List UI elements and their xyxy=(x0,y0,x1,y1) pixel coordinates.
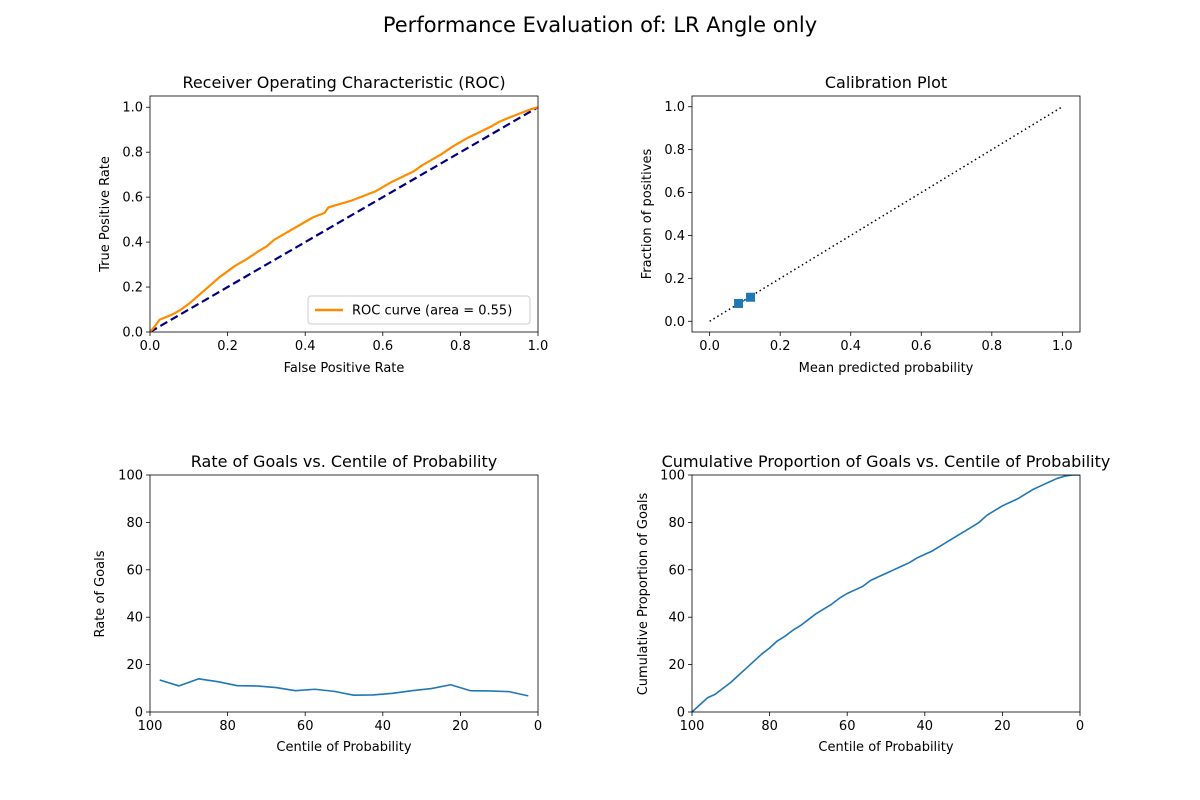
roc-title: Receiver Operating Characteristic (ROC) xyxy=(182,73,505,92)
rate-of-goals-chart: Rate of Goals vs. Centile of Probability… xyxy=(93,452,542,755)
rate-title: Rate of Goals vs. Centile of Probability xyxy=(191,452,497,471)
x-tick-label: 80 xyxy=(761,719,778,734)
y-tick-label: 60 xyxy=(126,563,143,578)
roc-xlabel: False Positive Rate xyxy=(284,361,405,376)
series-line xyxy=(159,678,529,697)
legend-box xyxy=(307,295,531,325)
roc-chart: Receiver Operating Characteristic (ROC) … xyxy=(98,73,548,376)
series-group xyxy=(150,106,538,332)
legend-label: ROC curve (area = 0.55) xyxy=(352,304,512,319)
y-tick-label: 0 xyxy=(135,706,143,721)
y-tick-label: 0.0 xyxy=(122,326,143,341)
x-tick-label: 0.4 xyxy=(295,339,316,354)
x-tick-label: 20 xyxy=(452,719,469,734)
x-tick-label: 0 xyxy=(534,719,542,734)
series-line xyxy=(692,475,1080,712)
x-tick-label: 0.2 xyxy=(217,339,238,354)
y-tick-label: 0 xyxy=(677,706,685,721)
calibration-title: Calibration Plot xyxy=(825,73,947,92)
y-tick-label: 80 xyxy=(126,516,143,531)
x-tick-label: 1.0 xyxy=(1052,339,1073,354)
x-tick-label: 100 xyxy=(138,719,163,734)
y-tick-label: 100 xyxy=(660,469,685,484)
y-tick-label: 0.2 xyxy=(122,281,143,296)
axes-frame xyxy=(691,95,1081,333)
calibration-point xyxy=(746,292,756,302)
y-tick-label: 0.4 xyxy=(122,236,143,251)
y-tick-label: 100 xyxy=(118,469,143,484)
axes-frame xyxy=(149,95,539,333)
calibration-point xyxy=(734,298,744,308)
calibration-ylabel: Fraction of positives xyxy=(640,149,655,280)
x-tick-label: 0.8 xyxy=(450,339,471,354)
y-tick-label: 20 xyxy=(126,658,143,673)
y-tick-label: 0.8 xyxy=(122,146,143,161)
x-tick-label: 0.6 xyxy=(911,339,932,354)
y-tick-label: 0.6 xyxy=(122,191,143,206)
axes-frame xyxy=(149,474,539,713)
x-tick-label: 40 xyxy=(375,719,392,734)
perfect-calibration-line xyxy=(709,106,1063,322)
y-tick-label: 0.8 xyxy=(664,143,685,158)
x-tick-label: 20 xyxy=(994,719,1011,734)
x-tick-label: 0 xyxy=(1076,719,1084,734)
x-tick-label: 80 xyxy=(219,719,236,734)
y-tick-label: 80 xyxy=(668,516,685,531)
x-tick-label: 40 xyxy=(917,719,934,734)
series-group xyxy=(159,678,529,697)
x-tick-label: 0.6 xyxy=(372,339,393,354)
calibration-chart: Calibration Plot Mean predicted probabil… xyxy=(640,73,1081,376)
rate-ylabel: Rate of Goals xyxy=(93,550,108,637)
x-tick-label: 0.2 xyxy=(770,339,791,354)
y-tick-label: 0.4 xyxy=(664,229,685,244)
x-tick-label: 60 xyxy=(297,719,314,734)
rate-xlabel: Centile of Probability xyxy=(276,740,411,755)
cumulative-xlabel: Centile of Probability xyxy=(818,740,953,755)
roc-ylabel: True Positive Rate xyxy=(98,156,113,273)
x-tick-label: 100 xyxy=(680,719,705,734)
x-tick-label: 60 xyxy=(839,719,856,734)
calibration-xlabel: Mean predicted probability xyxy=(799,361,974,376)
x-tick-label: 0.4 xyxy=(840,339,861,354)
series-group xyxy=(692,475,1080,712)
y-tick-label: 40 xyxy=(668,611,685,626)
y-tick-label: 20 xyxy=(668,658,685,673)
x-tick-label: 0.0 xyxy=(699,339,720,354)
y-tick-label: 0.2 xyxy=(664,272,685,287)
x-tick-label: 1.0 xyxy=(528,339,549,354)
axes-frame xyxy=(691,474,1081,713)
roc-curve xyxy=(150,106,538,332)
y-tick-label: 0.6 xyxy=(664,186,685,201)
y-tick-label: 1.0 xyxy=(122,101,143,116)
y-tick-label: 40 xyxy=(126,611,143,626)
x-tick-label: 0.8 xyxy=(981,339,1002,354)
y-tick-label: 0.0 xyxy=(664,315,685,330)
y-tick-label: 60 xyxy=(668,563,685,578)
figure-title: Performance Evaluation of: LR Angle only xyxy=(383,13,817,37)
cumulative-goals-chart: Cumulative Proportion of Goals vs. Centi… xyxy=(636,452,1110,755)
cumulative-ylabel: Cumulative Proportion of Goals xyxy=(636,492,651,695)
y-tick-label: 1.0 xyxy=(664,100,685,115)
cumulative-title: Cumulative Proportion of Goals vs. Centi… xyxy=(662,452,1111,471)
chance-line xyxy=(150,106,538,332)
x-tick-label: 0.0 xyxy=(140,339,161,354)
